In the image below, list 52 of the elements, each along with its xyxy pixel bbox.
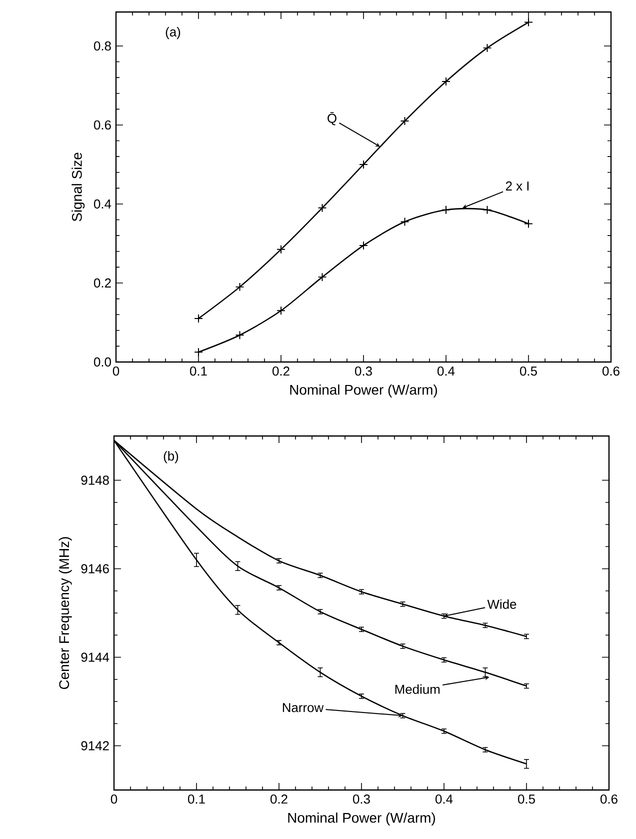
- annotation: Medium: [395, 684, 440, 694]
- point: [359, 240, 368, 250]
- x-tick-label: 0.1: [190, 366, 207, 376]
- annotation: Wide: [487, 599, 516, 609]
- annotation: 2 x I: [506, 181, 529, 190]
- point: [235, 330, 244, 340]
- point: [276, 306, 286, 316]
- point: [442, 205, 450, 214]
- x-tick-label: 0.6: [600, 794, 618, 804]
- annotation: (a): [166, 27, 180, 40]
- point: [235, 282, 244, 292]
- point: [359, 160, 368, 169]
- y-tick-label: 0.2: [94, 278, 111, 288]
- point: [442, 77, 450, 86]
- x-tick-label: 0.5: [520, 366, 537, 376]
- x-tick-label: 0.2: [272, 366, 290, 376]
- point: [482, 205, 492, 214]
- x-tick-label: 0.5: [518, 794, 535, 804]
- y-tick-label: 0.8: [94, 41, 111, 51]
- x-tick-label: 0.6: [602, 366, 620, 376]
- x-tick-label: 0.2: [270, 794, 288, 804]
- x-tick-label: 0.3: [353, 794, 370, 804]
- y-tick-label: 0.0: [94, 357, 111, 367]
- point: [276, 244, 286, 254]
- x-tick-label: 0: [110, 794, 118, 804]
- x-tick-label: 0.1: [188, 794, 205, 804]
- annotation: Narrow: [282, 703, 324, 712]
- y-tick-label: 0.6: [94, 120, 111, 130]
- y-tick-label: 9142: [81, 741, 109, 750]
- point: [524, 18, 533, 27]
- y-tick-label: 9146: [81, 564, 109, 574]
- y-axis-title: Signal Size: [72, 152, 85, 222]
- y-tick-label: 0.4: [94, 199, 112, 209]
- x-axis-title: Nominal Power (W/arm): [290, 384, 438, 398]
- annotation: Q̄: [328, 112, 336, 126]
- y-tick-label: 9148: [81, 476, 109, 485]
- point: [524, 219, 533, 228]
- x-tick-label: 0.3: [355, 366, 372, 376]
- y-tick-label: 9144: [81, 652, 110, 662]
- annotation: (b): [164, 451, 178, 464]
- point: [318, 272, 327, 282]
- point: [194, 348, 203, 357]
- point: [400, 217, 410, 226]
- y-axis-title: Center Frequency (MHz): [58, 537, 72, 690]
- point: [482, 43, 492, 52]
- point: [318, 203, 327, 212]
- x-tick-label: 0: [112, 366, 120, 376]
- x-tick-label: 0.4: [437, 366, 455, 376]
- point: [194, 314, 203, 324]
- x-axis-title: Nominal Power (W/arm): [288, 812, 436, 826]
- x-tick-label: 0.4: [435, 794, 453, 804]
- point: [400, 116, 410, 126]
